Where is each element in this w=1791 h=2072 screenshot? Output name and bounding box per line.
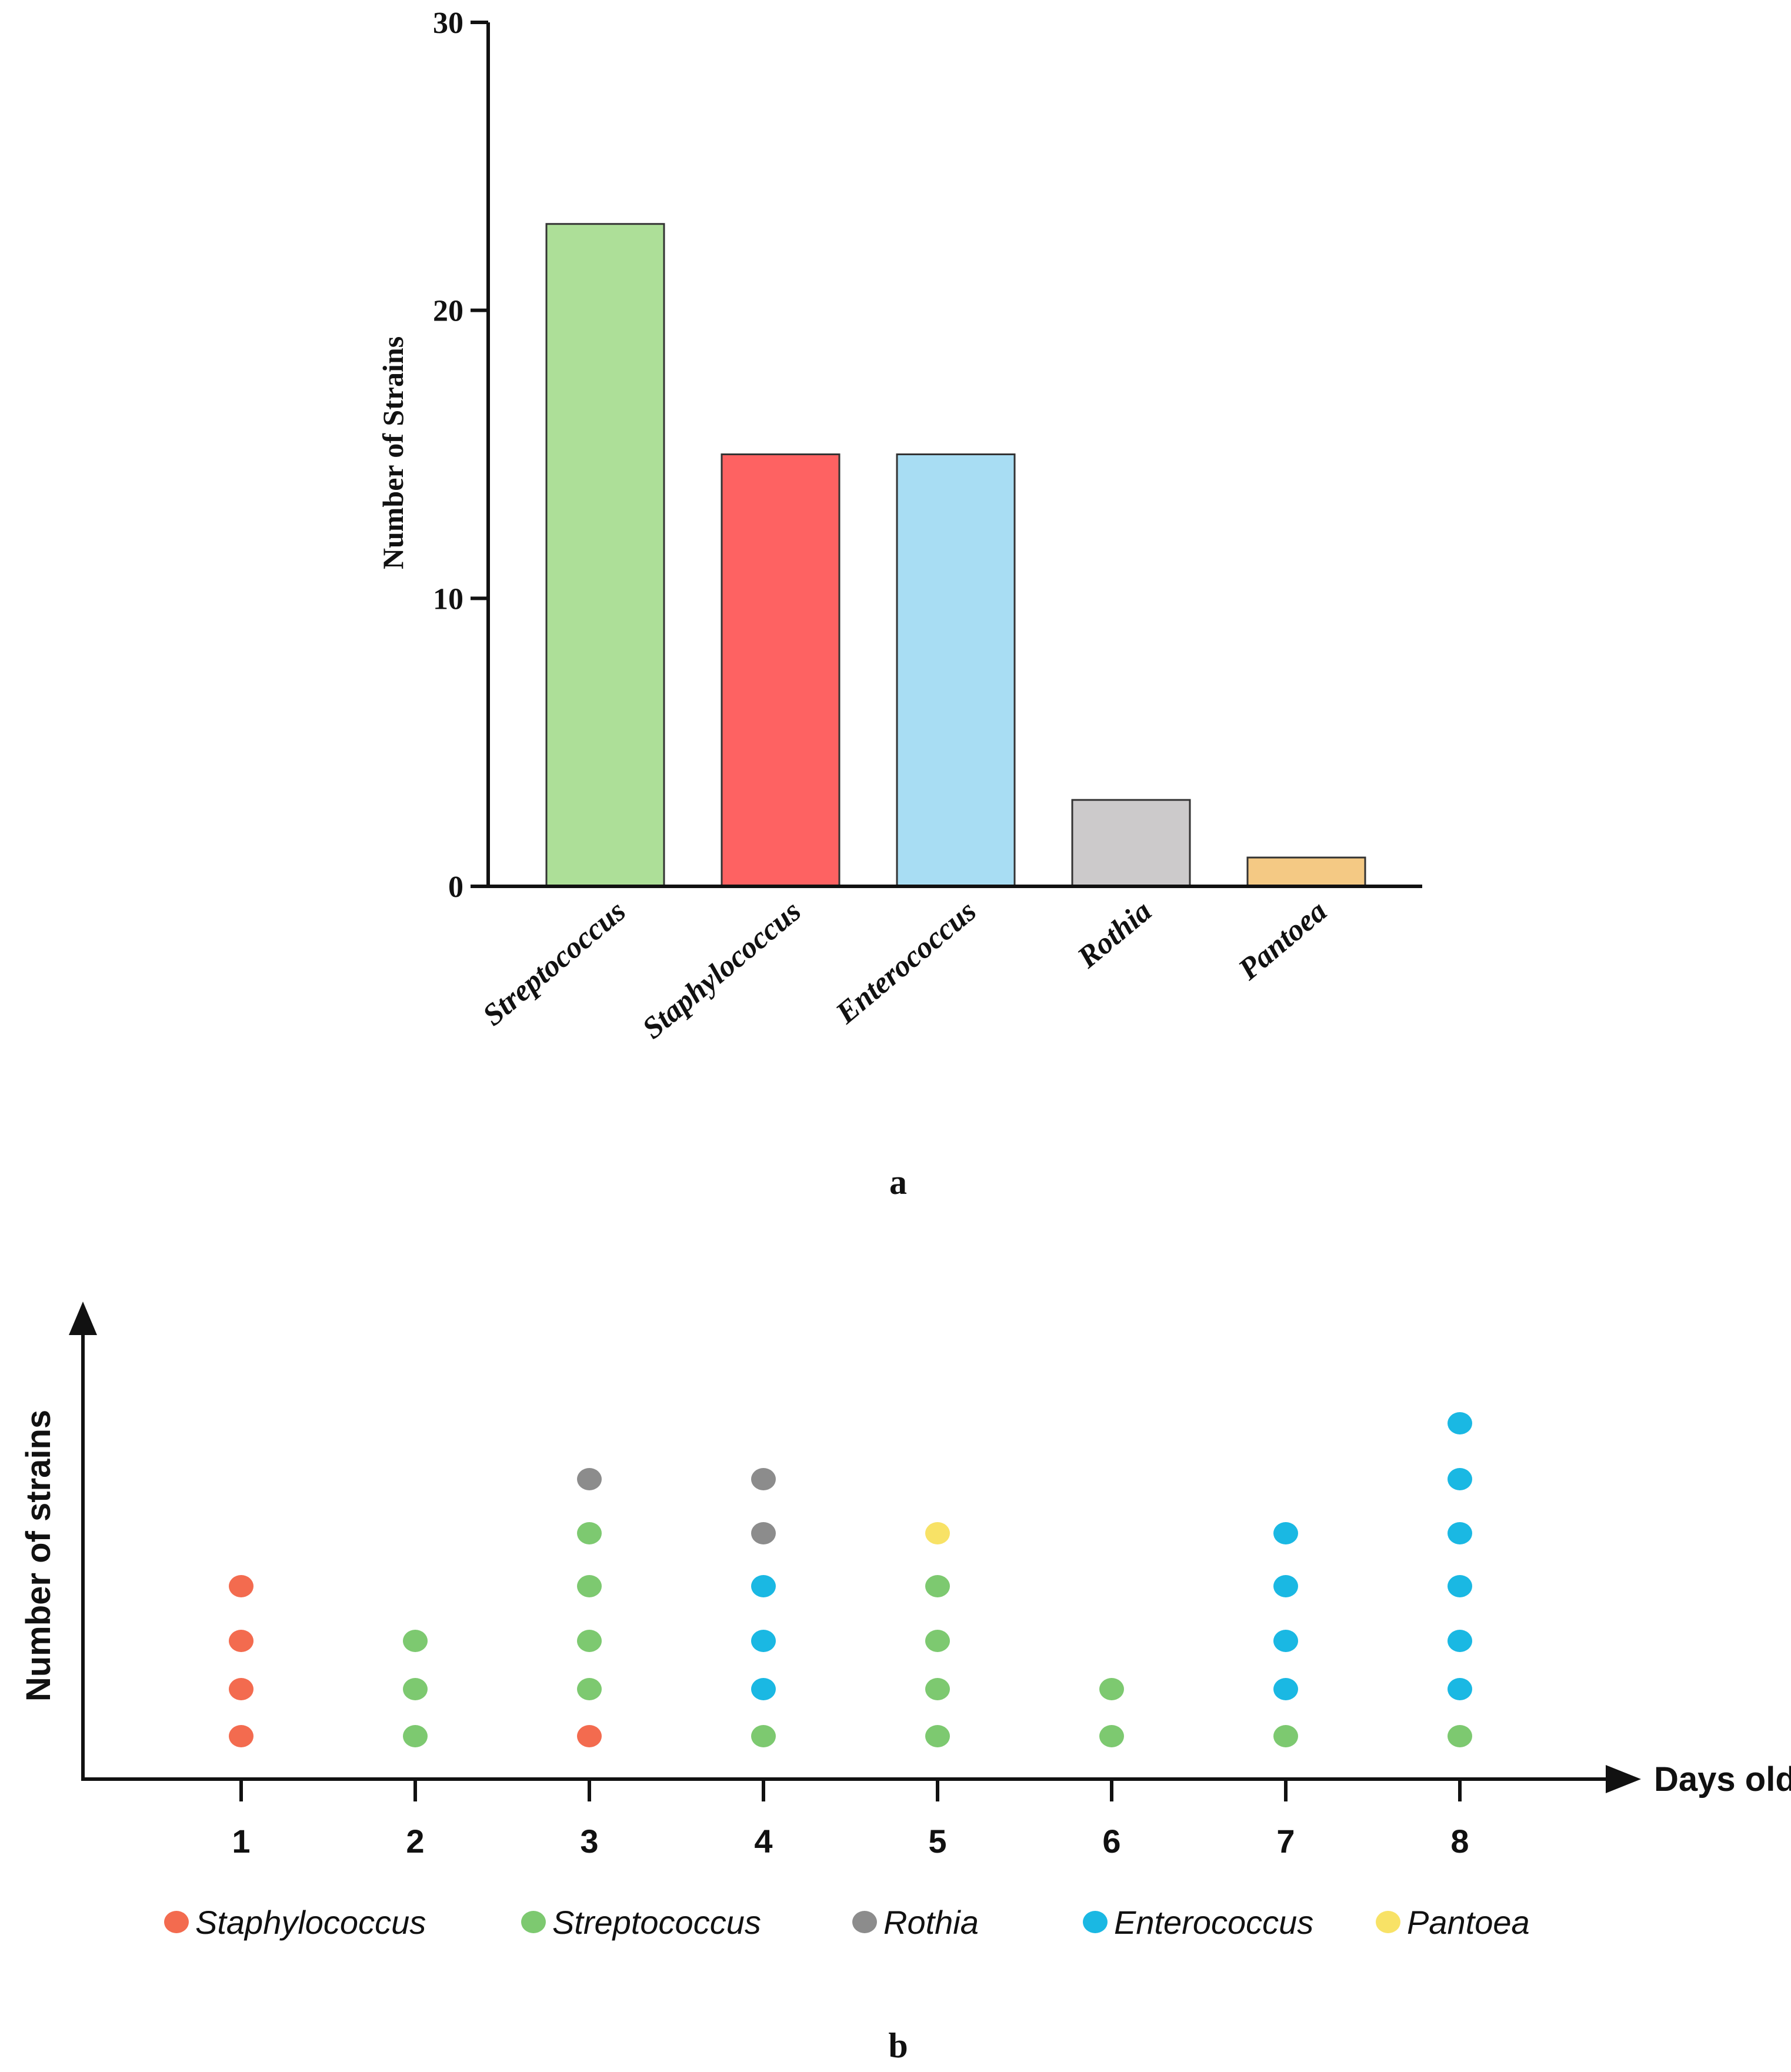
- a-y-tick-label: 20: [433, 295, 463, 328]
- bar-enterococcus: [896, 453, 1016, 887]
- b-x-tick-label: 8: [1450, 1823, 1469, 1860]
- legend-marker-enterococcus: [1083, 1911, 1108, 1933]
- dot-enterococcus: [751, 1630, 776, 1652]
- dot-streptococcus: [925, 1725, 950, 1747]
- dot-streptococcus: [1273, 1725, 1298, 1747]
- bar-streptococcus: [545, 223, 665, 887]
- dot-enterococcus: [1448, 1522, 1472, 1544]
- a-x-tick-label-staphylococcus: Staphylococcus: [636, 895, 808, 1046]
- a-y-tick-label: 30: [433, 6, 463, 40]
- dot-rothia: [751, 1468, 776, 1490]
- dot-enterococcus: [1448, 1630, 1472, 1652]
- b-y-axis-arrowhead: [69, 1302, 97, 1335]
- b-y-axis-title: Number of strains: [19, 1410, 58, 1701]
- dot-streptococcus: [925, 1678, 950, 1700]
- a-x-tick-label-streptococcus: Streptococcus: [476, 895, 632, 1033]
- dot-streptococcus: [925, 1575, 950, 1597]
- b-x-tick-label: 2: [406, 1823, 424, 1860]
- dot-streptococcus: [1099, 1725, 1124, 1747]
- dot-streptococcus: [1448, 1725, 1472, 1747]
- b-x-axis-title: Days old: [1654, 1760, 1791, 1799]
- a-x-tick-label-enterococcus: Enterococcus: [829, 895, 983, 1031]
- dot-enterococcus: [1273, 1522, 1298, 1544]
- dot-enterococcus: [1273, 1678, 1298, 1700]
- b-x-axis-arrowhead: [1606, 1765, 1641, 1793]
- dot-enterococcus: [751, 1678, 776, 1700]
- b-x-tick-label: 3: [580, 1823, 598, 1860]
- dot-streptococcus: [577, 1678, 602, 1700]
- dot-streptococcus: [925, 1630, 950, 1652]
- dot-staphylococcus: [577, 1725, 602, 1747]
- dot-staphylococcus: [229, 1678, 254, 1700]
- dot-streptococcus: [403, 1630, 428, 1652]
- b-x-tick-label: 7: [1276, 1823, 1295, 1860]
- legend-label-rothia: Rothia: [883, 1904, 979, 1941]
- dot-streptococcus: [751, 1725, 776, 1747]
- b-x-tick-label: 5: [928, 1823, 946, 1860]
- panel-label-b: b: [888, 2026, 908, 2065]
- a-y-tick-label: 0: [448, 870, 463, 904]
- legend-marker-rothia: [852, 1911, 877, 1933]
- dot-staphylococcus: [229, 1575, 254, 1597]
- dot-enterococcus: [1448, 1468, 1472, 1490]
- dot-enterococcus: [1273, 1575, 1298, 1597]
- legend-label-enterococcus: Enterococcus: [1114, 1904, 1313, 1941]
- legend-label-staphylococcus: Staphylococcus: [195, 1904, 426, 1941]
- dot-rothia: [577, 1468, 602, 1490]
- bar-pantoea: [1246, 856, 1366, 887]
- legend-label-pantoea: Pantoea: [1407, 1904, 1530, 1941]
- dot-streptococcus: [577, 1522, 602, 1544]
- dot-staphylococcus: [229, 1630, 254, 1652]
- panel-a-bar-chart: 0 10 20 30 Streptococcus Staphylococcus Enter…: [376, 6, 1422, 1202]
- dot-streptococcus: [1099, 1678, 1124, 1700]
- legend-label-streptococcus: Streptococcus: [552, 1904, 761, 1941]
- dot-enterococcus: [1448, 1678, 1472, 1700]
- dot-pantoea: [925, 1522, 950, 1544]
- legend-marker-streptococcus: [521, 1911, 546, 1933]
- dot-staphylococcus: [229, 1725, 254, 1747]
- dot-enterococcus: [1448, 1575, 1472, 1597]
- dot-enterococcus: [1273, 1630, 1298, 1652]
- legend-marker-pantoea: [1376, 1911, 1400, 1933]
- dot-enterococcus: [1448, 1412, 1472, 1434]
- a-x-tick-label-rothia: Rothia: [1071, 895, 1158, 975]
- bar-staphylococcus: [721, 453, 841, 887]
- b-x-tick-label: 1: [232, 1823, 250, 1860]
- dot-streptococcus: [577, 1630, 602, 1652]
- a-y-axis-title: Number of Strains: [376, 336, 409, 569]
- bar-rothia: [1071, 799, 1191, 887]
- panel-b-dot-chart: Days old Number of strains 1 2 3 4 5 6 7 8 Stap…: [19, 1302, 1791, 2065]
- dot-streptococcus: [403, 1678, 428, 1700]
- a-x-tick-label-pantoea: Pantoea: [1232, 895, 1333, 987]
- dot-streptococcus: [577, 1575, 602, 1597]
- a-y-tick-label: 10: [433, 582, 463, 616]
- b-x-tick-label: 4: [754, 1823, 772, 1860]
- dot-streptococcus: [403, 1725, 428, 1747]
- b-x-tick-label: 6: [1102, 1823, 1120, 1860]
- dot-rothia: [751, 1522, 776, 1544]
- dot-enterococcus: [751, 1575, 776, 1597]
- panel-label-a: a: [889, 1163, 907, 1202]
- legend-marker-staphylococcus: [164, 1911, 189, 1933]
